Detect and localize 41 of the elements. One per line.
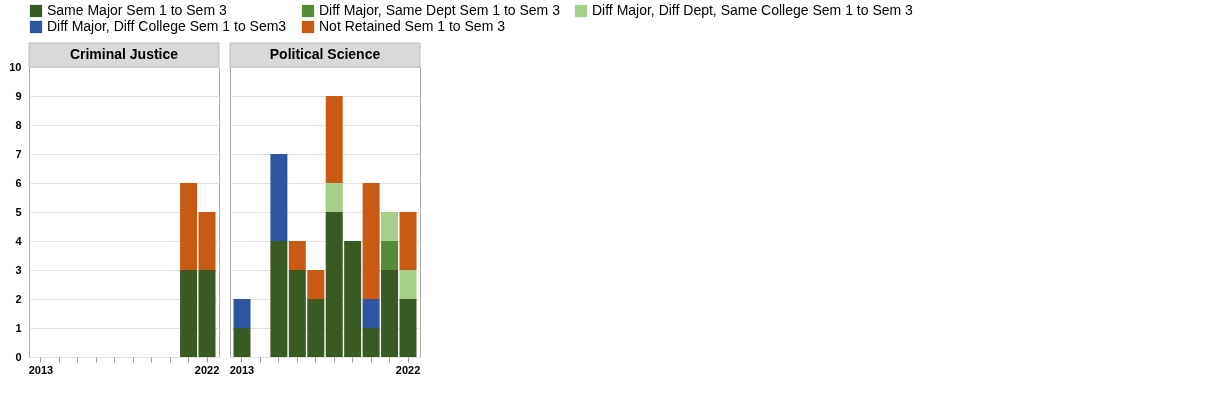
y-tick-label: 2 [15,292,22,305]
bar [362,299,380,328]
chart-title: Criminal Justice [69,46,179,62]
y-tick-label: 10 [9,60,22,73]
bar [362,183,380,299]
x-tick-label: 2022 [194,363,220,376]
y-tick-label: 6 [15,176,22,189]
bar [180,270,198,357]
bar [325,96,343,183]
bar [325,183,343,212]
bar [381,212,399,241]
bar [198,212,216,270]
bar [270,154,288,241]
y-tick-label: 7 [15,147,22,160]
bar [233,299,251,328]
y-tick-label: 0 [15,350,22,363]
bar [399,299,417,357]
y-tick-label: 3 [15,263,22,276]
bar [233,328,251,357]
x-tick-label: 2022 [395,363,421,376]
y-tick-label: 5 [15,205,22,218]
bar [307,270,325,299]
legend-label: Diff Major, Diff Dept, Same College Sem 1 to Sem 3 [592,2,914,18]
legend-label: Not Retained Sem 1 to Sem 3 [319,18,506,34]
legend-label: Same Major Sem 1 to Sem 3 [47,2,227,18]
y-tick-label: 4 [15,234,23,247]
bar [399,270,417,299]
bar [270,241,288,357]
bar [198,270,216,357]
legend-label: Diff Major, Same Dept Sem 1 to Sem 3 [319,2,561,18]
bar [288,241,306,270]
x-tick-label: 2013 [28,363,54,376]
x-tick-label: 2013 [229,363,255,376]
y-tick-label: 8 [15,118,22,131]
chart-title: Political Science [269,46,381,62]
y-tick-label: 9 [15,89,22,102]
y-tick-label: 1 [15,321,22,334]
bar [399,212,417,270]
legend-label: Diff Major, Diff College Sem 1 to Sem3 [47,18,287,34]
bar [381,241,399,270]
bar [180,183,198,270]
